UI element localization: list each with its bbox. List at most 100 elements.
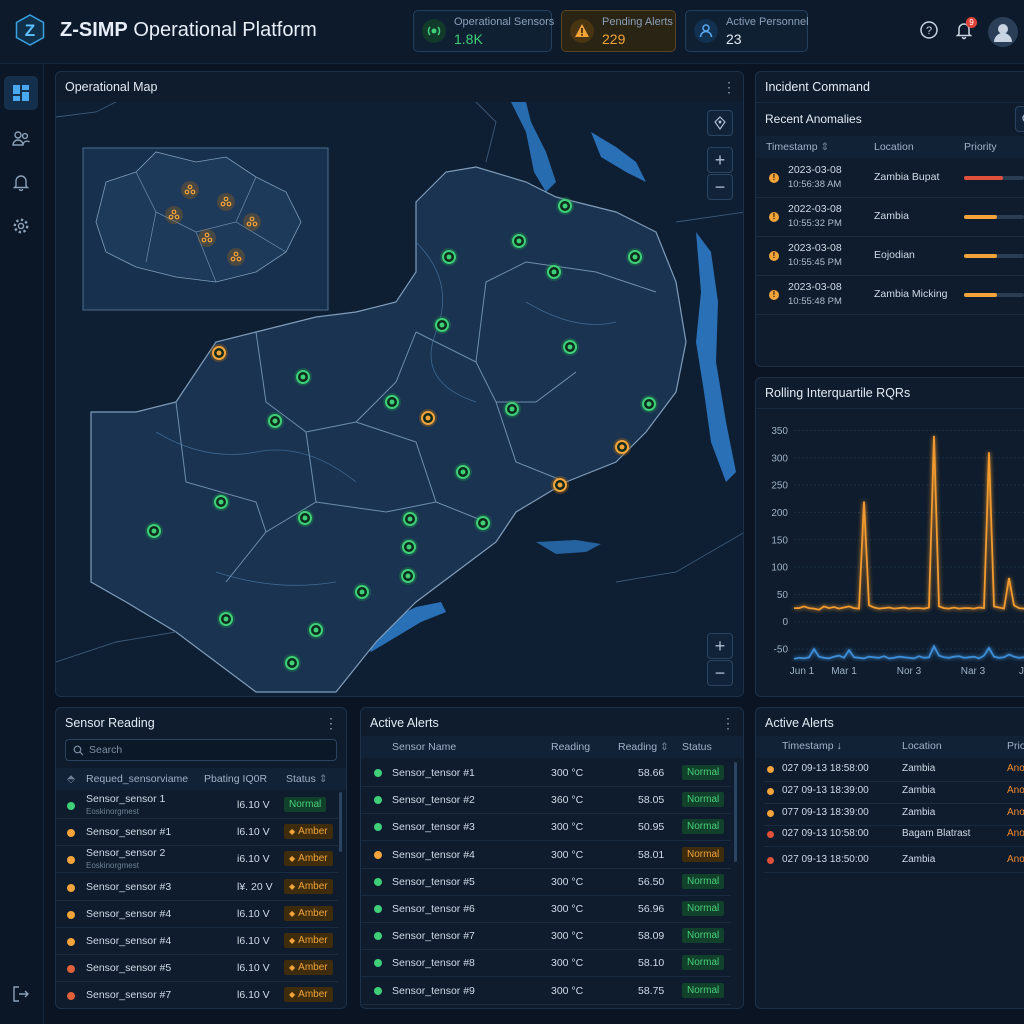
table-row[interactable]: Sensor_tensor #5 300 °C 56.50 Normal — [361, 869, 731, 896]
zoom-out-button[interactable]: − — [707, 174, 733, 200]
avatar[interactable] — [988, 17, 1018, 47]
sensor-value: i6.10 V — [237, 853, 270, 866]
table-row[interactable]: Sensor_tensor #7 300 °C 58.09 Normal — [361, 923, 731, 951]
column-header-reading-2[interactable]: Reading ⇕ — [618, 741, 669, 753]
incident-time: 10:55:48 PM — [788, 296, 842, 307]
cluster-marker[interactable] — [223, 196, 229, 202]
column-header-sensor-name[interactable]: Sensor Name — [392, 741, 457, 753]
cluster-marker[interactable] — [174, 214, 180, 220]
warning-icon — [570, 19, 594, 43]
table-row[interactable]: Sensor_sensor #3 l¥. 20 V ◆ Amber — [56, 874, 338, 901]
column-header-priority[interactable]: Priority — [964, 141, 997, 153]
table-row[interactable]: Sensor_tensor #2 360 °C 58.05 Normal — [361, 787, 731, 815]
status-dot — [67, 883, 75, 892]
cluster-marker[interactable] — [171, 209, 177, 215]
table-row[interactable]: Sensor_sensor #4 l6.10 V ◆ Amber — [56, 901, 338, 928]
stat-active-personnel[interactable]: Active Personnel 23 — [685, 10, 809, 52]
table-row[interactable]: 027 09-13 10:58:00 Bagam Blatrast Ano — [756, 825, 1024, 847]
y-tick-label: 50 — [777, 590, 789, 601]
locate-button[interactable] — [707, 110, 733, 136]
table-row[interactable]: Sensor_tensor #8 300 °C 58.10 Normal — [361, 950, 731, 978]
sidebar-item-dashboard[interactable] — [4, 76, 38, 110]
column-header-status[interactable]: Status ⇕ — [286, 773, 328, 785]
cluster-marker[interactable] — [190, 189, 196, 195]
bell-icon — [12, 175, 30, 191]
column-header-priority[interactable]: Prio — [1007, 740, 1024, 752]
table-row[interactable]: Sensor_tensor #4 300 °C 58.01 Normal — [361, 842, 731, 869]
table-row[interactable]: Sensor_sensor 1 Eoskinorgmest l6.10 V Norma… — [56, 792, 338, 819]
table-row[interactable]: Sensor_tensor #9 300 °C 58.75 Normal — [361, 978, 731, 1005]
cluster-marker[interactable] — [201, 237, 207, 243]
column-header-timestamp[interactable]: Timestamp ↓ — [782, 740, 842, 752]
sort-icon[interactable]: ⬘ — [67, 773, 76, 785]
cluster-marker[interactable] — [249, 216, 255, 222]
more-options-icon[interactable]: ⋮ — [721, 715, 735, 731]
zoom-in-button-bottom[interactable]: + — [707, 633, 733, 659]
help-icon[interactable]: ? — [919, 20, 939, 40]
cluster-marker[interactable] — [252, 221, 258, 227]
sidebar-item-alerts[interactable] — [4, 165, 38, 199]
search-button[interactable] — [1015, 106, 1024, 132]
sensor-reading: 300 °C — [551, 984, 584, 997]
table-row[interactable]: 027 09-13 18:50:00 Zambia Ano — [756, 851, 1024, 873]
panel-title: Rolling Interquartile RQRs — [765, 386, 911, 400]
table-row[interactable]: Sensor_sensor #1 l6.10 V ◆ Amber — [56, 819, 338, 847]
table-row[interactable]: Sensor_tensor #3 300 °C 50.95 Normal — [361, 814, 731, 842]
cluster-marker[interactable] — [226, 201, 232, 207]
table-row[interactable]: 077 09-13 18:39:00 Zambia Ano — [756, 804, 1024, 826]
incident-row[interactable]: ! 2022-03-08 10:55:32 PM Zambia — [756, 199, 1024, 236]
table-row[interactable]: Sensor_sensor #7 l6.10 V ◆ Amber — [56, 982, 338, 1008]
cluster-marker[interactable] — [220, 201, 226, 207]
sidebar-item-logout[interactable] — [4, 977, 38, 1011]
sensor-name: Sensor_tensor #4 — [392, 848, 475, 861]
cluster-marker[interactable] — [233, 251, 239, 257]
incident-location: Zambia — [874, 210, 910, 222]
more-options-icon[interactable]: ⋮ — [324, 715, 338, 731]
cluster-marker[interactable] — [230, 256, 236, 262]
more-options-icon[interactable]: ⋮ — [722, 79, 736, 95]
sidebar-item-users[interactable] — [4, 121, 38, 155]
search-icon — [73, 745, 84, 756]
cluster-marker[interactable] — [246, 221, 252, 227]
table-row[interactable]: Sensor_tensor #6 300 °C 56.96 Normal — [361, 896, 731, 923]
incident-row[interactable]: ! 2023-03-08 10:55:48 PM Zambia Micking — [756, 277, 1024, 314]
column-header-status[interactable]: Status — [682, 741, 712, 753]
incident-row[interactable]: ! 2023-03-08 10:56:38 AM Zambia Bupat — [756, 160, 1024, 197]
search-input[interactable]: Search — [65, 739, 337, 761]
cluster-marker[interactable] — [236, 256, 242, 262]
sidebar-item-settings[interactable] — [4, 209, 38, 243]
stat-pending-alerts[interactable]: Pending Alerts 229 — [561, 10, 676, 52]
column-header-reading[interactable]: Pbating IQ0R — [204, 773, 268, 785]
stat-value: 23 — [726, 31, 742, 47]
zoom-in-button[interactable]: + — [707, 147, 733, 173]
users-icon — [12, 131, 30, 146]
table-row[interactable]: 027 09-13 18:39:00 Zambia Ano — [756, 782, 1024, 804]
cluster-marker[interactable] — [207, 237, 213, 243]
incident-date: 2023-03-08 — [788, 164, 842, 176]
cluster-marker[interactable] — [184, 189, 190, 195]
cluster-marker[interactable] — [168, 214, 174, 220]
incident-row[interactable]: ! 2023-03-08 10:55:45 PM Eojodian — [756, 238, 1024, 275]
column-header-name[interactable]: Requed_sensorviame — [86, 773, 189, 785]
table-row[interactable]: Sensor_tensor #1 300 °C 58.66 Normal — [361, 760, 731, 787]
cluster-marker[interactable] — [204, 232, 210, 238]
table-row[interactable]: 027 09-13 18:58:00 Zambia Ano — [756, 760, 1024, 782]
stat-operational-sensors[interactable]: Operational Sensors 1.8K — [413, 10, 554, 52]
column-header-location[interactable]: Location — [874, 141, 914, 153]
scrollbar[interactable] — [734, 762, 737, 862]
column-header-timestamp[interactable]: Timestamp ⇕ — [766, 141, 830, 153]
app-logo: Z — [15, 14, 45, 46]
panel-title: Sensor Reading — [65, 716, 155, 730]
x-tick-label: Mar 1 — [831, 666, 857, 677]
status-dot — [374, 823, 382, 832]
cluster-marker[interactable] — [187, 184, 193, 190]
column-header-reading[interactable]: Reading — [551, 741, 591, 753]
scrollbar[interactable] — [339, 792, 342, 852]
column-header-location[interactable]: Location — [902, 740, 942, 752]
map-canvas[interactable] — [56, 102, 744, 696]
table-row[interactable]: Sensor_sensor 2 Eoskinorgmest i6.10 V ◆ Ambe… — [56, 846, 338, 874]
zoom-out-button-bottom[interactable]: − — [707, 660, 733, 686]
table-row[interactable]: Sensor_sensor #4 l6.10 V ◆ Amber — [56, 928, 338, 955]
table-row[interactable]: Sensor_sensor #5 l6.10 V ◆ Amber — [56, 955, 338, 983]
